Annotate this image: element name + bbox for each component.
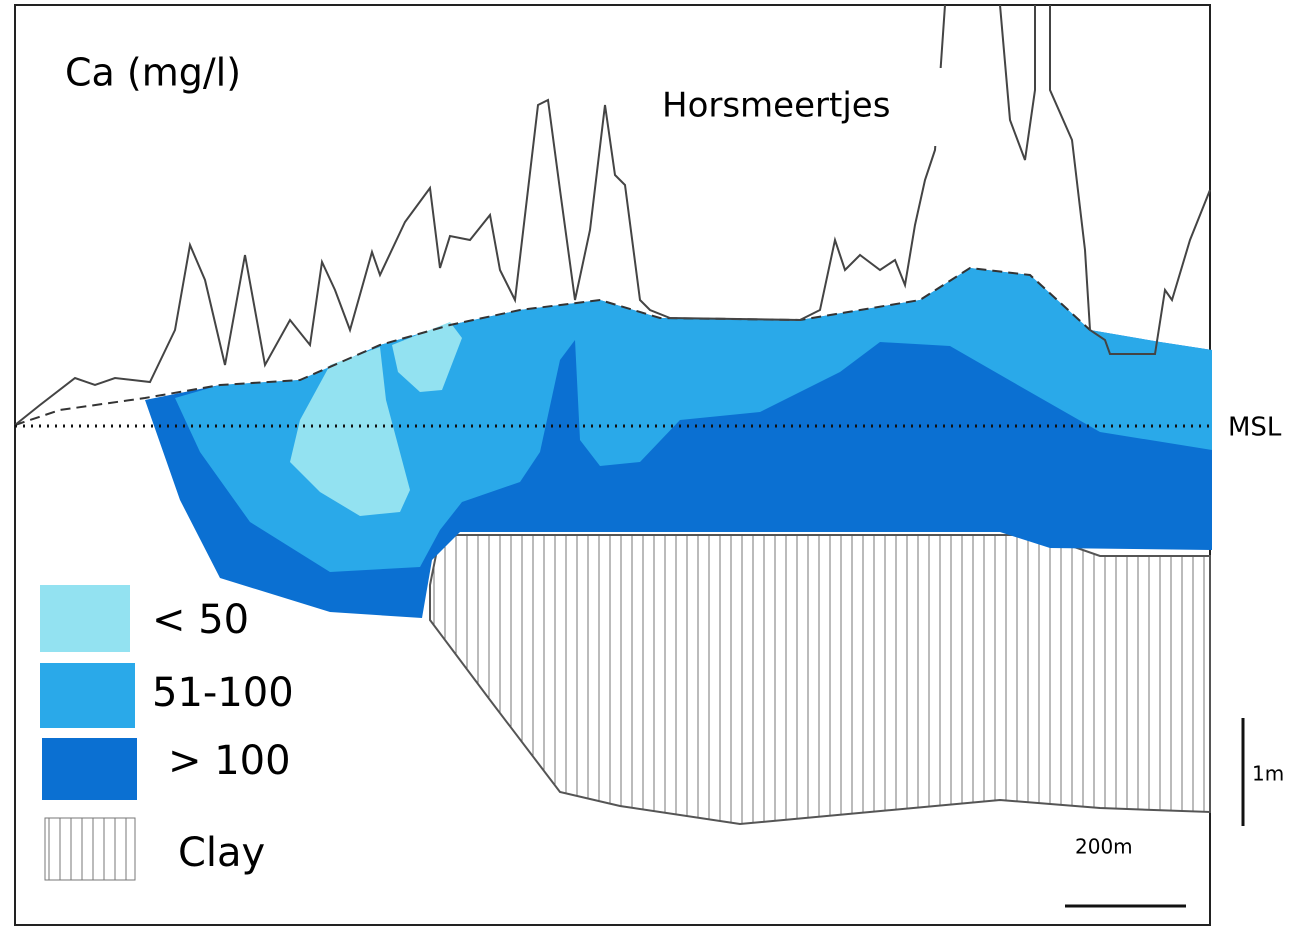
- legend-swatch: [45, 818, 135, 880]
- msl-label: MSL: [1228, 413, 1282, 443]
- legend-label: Clay: [178, 830, 265, 876]
- horizontal-scale-label: 200m: [1075, 835, 1133, 859]
- legend-swatch: [40, 585, 130, 652]
- title: Ca (mg/l): [65, 51, 241, 95]
- legend-swatch: [42, 738, 137, 800]
- location-label: Horsmeertjes: [662, 86, 890, 126]
- legend-swatch: [40, 663, 135, 728]
- cross-section: MSL Ca (mg/l) Horsmeertjes < 50 51-100 >…: [0, 0, 1302, 930]
- legend-label: < 50: [152, 597, 249, 643]
- legend-label: > 100: [168, 738, 291, 784]
- legend-label: 51-100: [152, 670, 294, 716]
- vertical-scale-label: 1m: [1252, 762, 1284, 786]
